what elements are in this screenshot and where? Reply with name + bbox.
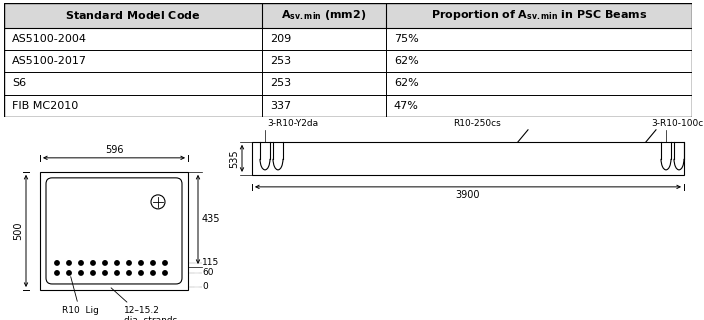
Circle shape	[151, 261, 155, 265]
Text: 596: 596	[105, 145, 123, 155]
Bar	[4, 3, 262, 28]
Text: 535: 535	[229, 149, 239, 168]
Text: 62%: 62%	[394, 56, 419, 66]
Text: 253: 253	[270, 78, 291, 88]
Circle shape	[163, 261, 168, 265]
Circle shape	[91, 271, 95, 275]
Text: $\mathbf{A_{sv.min}\ (mm2)}$: $\mathbf{A_{sv.min}\ (mm2)}$	[281, 8, 366, 22]
Text: 75%: 75%	[394, 34, 419, 44]
Circle shape	[127, 261, 131, 265]
Circle shape	[103, 261, 107, 265]
Circle shape	[79, 261, 83, 265]
Text: R10  Lig: R10 Lig	[62, 306, 99, 315]
Text: 62%: 62%	[394, 78, 419, 88]
Text: AS5100-2004: AS5100-2004	[12, 34, 87, 44]
Text: 500: 500	[13, 222, 23, 240]
Circle shape	[103, 271, 107, 275]
Bar	[262, 3, 386, 28]
Text: 209: 209	[270, 34, 291, 44]
Circle shape	[127, 271, 131, 275]
Text: 435: 435	[202, 214, 220, 224]
Bar	[386, 3, 692, 28]
Circle shape	[55, 261, 59, 265]
Text: 3900: 3900	[455, 190, 480, 200]
Circle shape	[163, 271, 168, 275]
Text: 337: 337	[270, 101, 291, 111]
Text: 12–15.2
dia. strands: 12–15.2 dia. strands	[124, 306, 177, 320]
Circle shape	[91, 261, 95, 265]
Circle shape	[139, 271, 143, 275]
Text: 3-R10-Y2da: 3-R10-Y2da	[267, 119, 318, 128]
Text: FIB MC2010: FIB MC2010	[12, 101, 78, 111]
Bar	[40, 172, 188, 290]
Text: R10-250cs: R10-250cs	[453, 119, 501, 128]
Text: 47%: 47%	[394, 101, 419, 111]
Text: S6: S6	[12, 78, 26, 88]
Text: 115: 115	[202, 259, 219, 268]
FancyBboxPatch shape	[46, 178, 182, 284]
Bar	[252, 142, 684, 175]
Circle shape	[151, 195, 165, 209]
Circle shape	[139, 261, 143, 265]
Circle shape	[55, 271, 59, 275]
Text: $\mathbf{Proportion\ of\ A_{sv.min}\ in\ PSC\ Beams}$: $\mathbf{Proportion\ of\ A_{sv.min}\ in\…	[431, 8, 647, 22]
Text: 253: 253	[270, 56, 291, 66]
Circle shape	[79, 271, 83, 275]
Text: 3-R10-100c: 3-R10-100c	[652, 119, 704, 128]
Circle shape	[67, 261, 71, 265]
Circle shape	[67, 271, 71, 275]
Text: 60: 60	[202, 268, 213, 277]
Text: $\mathbf{Standard\ Model\ Code}$: $\mathbf{Standard\ Model\ Code}$	[65, 9, 201, 21]
Text: 0: 0	[202, 283, 208, 292]
Circle shape	[115, 261, 119, 265]
Circle shape	[115, 271, 119, 275]
Text: AS5100-2017: AS5100-2017	[12, 56, 87, 66]
Circle shape	[151, 271, 155, 275]
